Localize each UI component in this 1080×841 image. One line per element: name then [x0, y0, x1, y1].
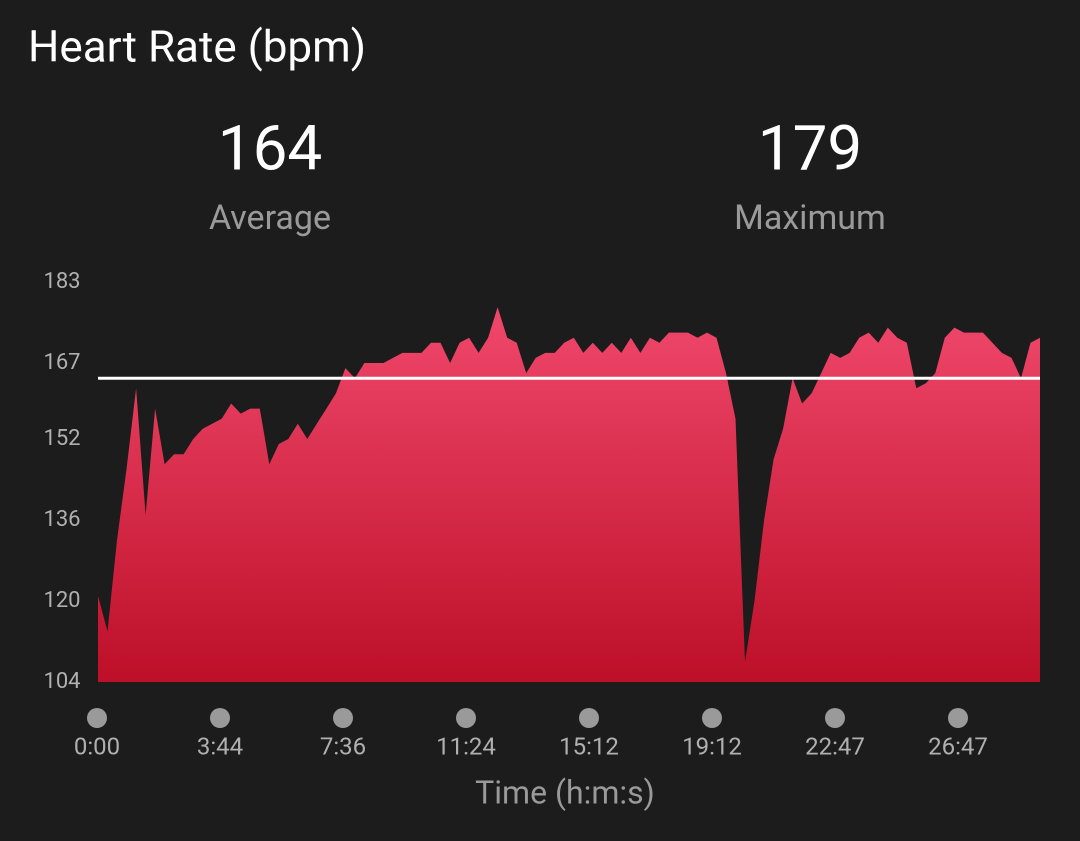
x-tick-label: 3:44	[197, 732, 243, 760]
x-tick-label: 0:00	[74, 732, 120, 760]
x-tick-label: 7:36	[320, 732, 366, 760]
y-tick-label: 167	[43, 350, 80, 375]
x-tick-dot	[825, 708, 845, 728]
x-tick-dot	[579, 708, 599, 728]
x-tick-dot	[456, 708, 476, 728]
x-tick-dot	[333, 708, 353, 728]
chart-title: Heart Rate (bpm)	[28, 21, 366, 73]
x-tick-label: 11:24	[436, 732, 496, 760]
stat-value: 164	[218, 112, 323, 185]
x-tick-label: 15:12	[559, 732, 619, 760]
x-tick-dot	[210, 708, 230, 728]
y-tick-label: 104	[43, 669, 80, 694]
x-tick-label: 22:47	[805, 732, 865, 760]
y-tick-label: 152	[43, 426, 80, 451]
y-tick-label: 136	[43, 507, 80, 532]
stat-value: 179	[758, 112, 863, 185]
x-axis-title: Time (h:m:s)	[475, 773, 655, 811]
y-tick-label: 120	[43, 588, 80, 613]
x-tick-dot	[948, 708, 968, 728]
x-tick-dot	[87, 708, 107, 728]
x-tick-label: 26:47	[928, 732, 988, 760]
x-tick-label: 19:12	[682, 732, 742, 760]
heart-rate-area	[98, 307, 1040, 682]
stat-label: Average	[209, 198, 331, 238]
stat-label: Maximum	[734, 198, 886, 238]
x-tick-dot	[702, 708, 722, 728]
y-tick-label: 183	[43, 269, 80, 294]
